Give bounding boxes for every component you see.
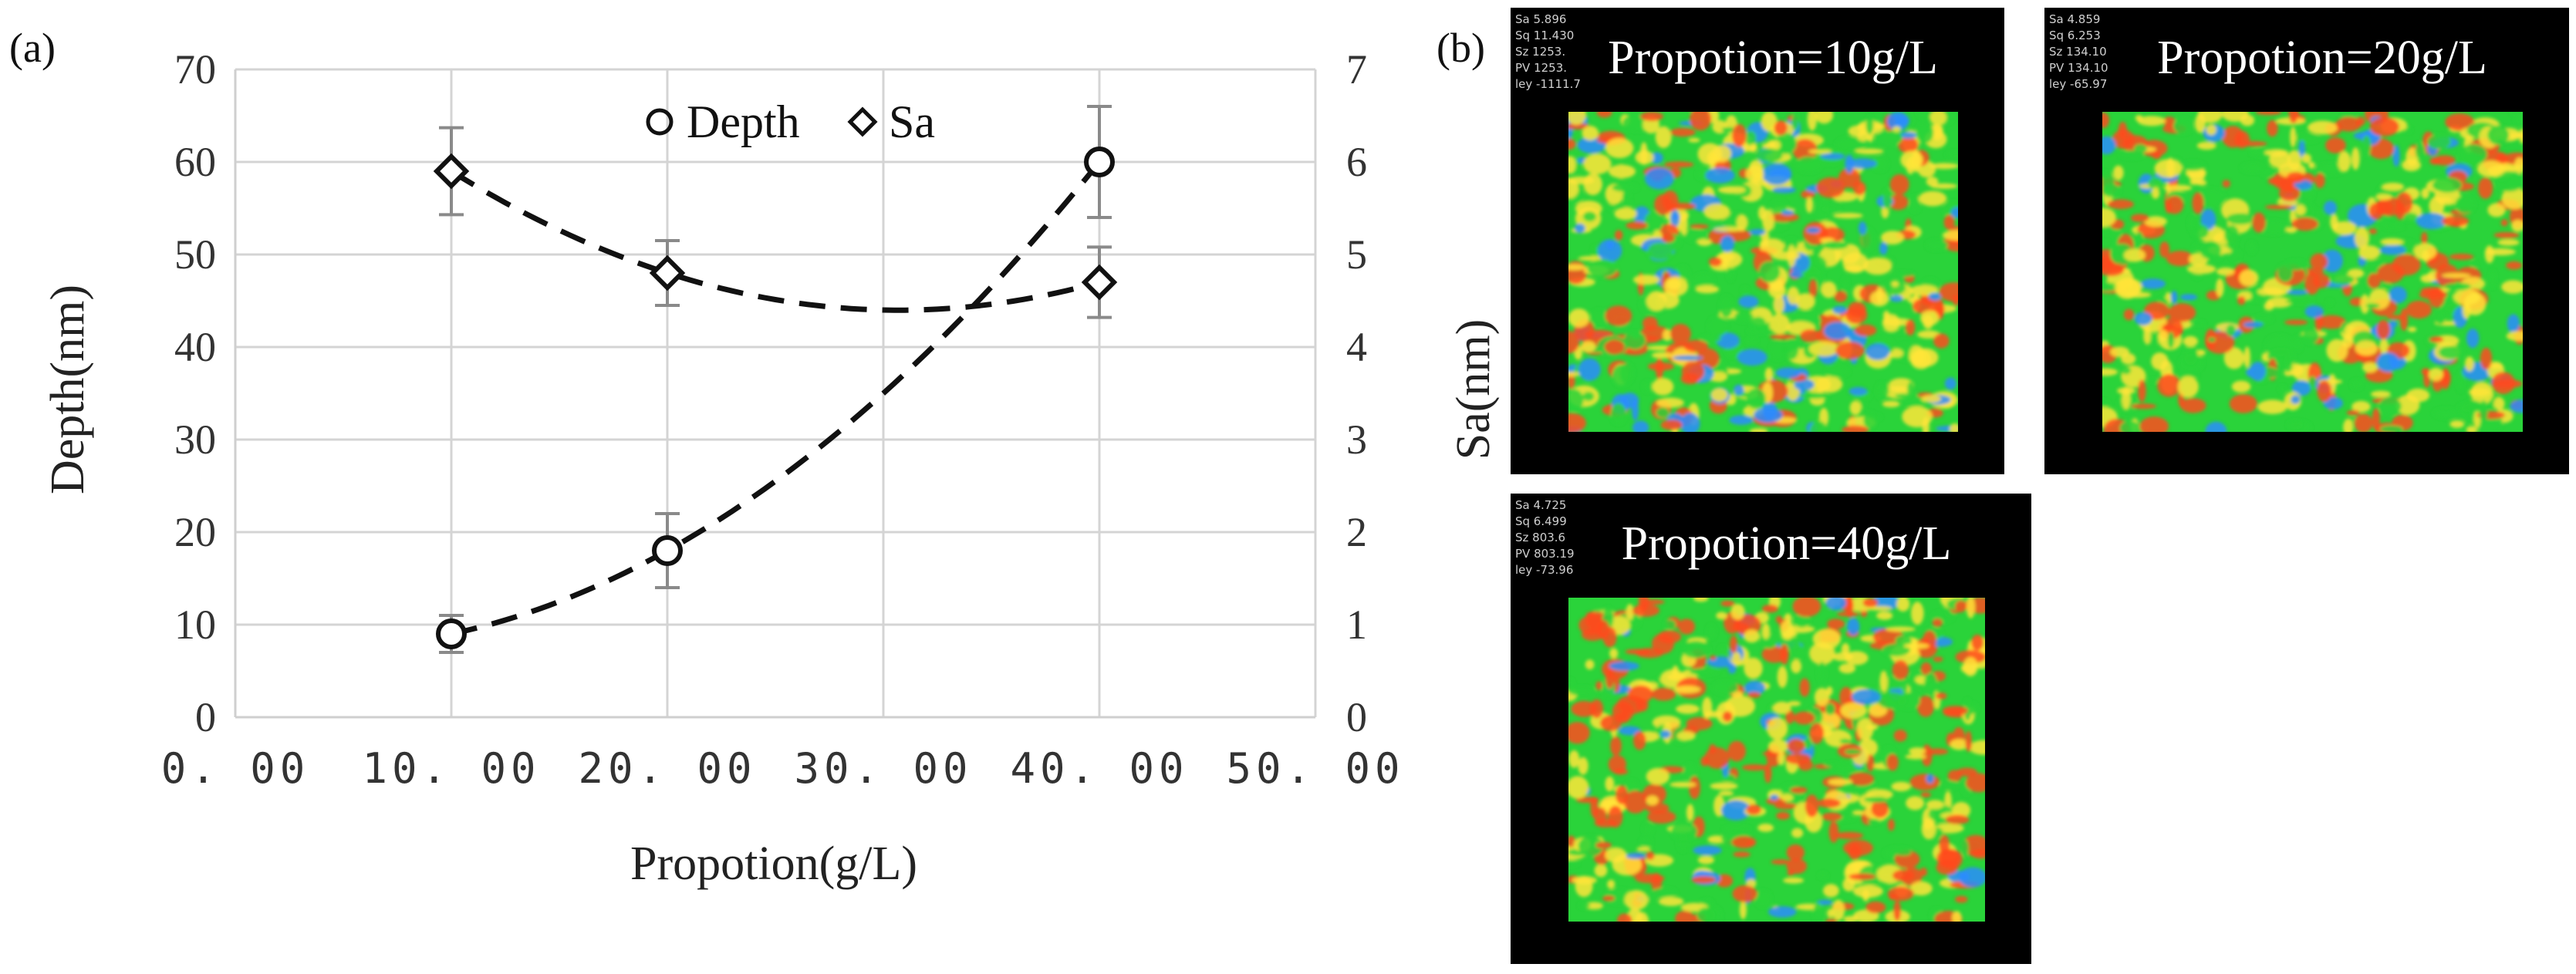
map-stat: PV 1253.	[1515, 61, 1567, 75]
x-tick-label: 0. 00	[161, 744, 310, 793]
height-map	[1568, 598, 1985, 922]
map-stat: Sz 134.10	[2049, 45, 2107, 59]
height-map	[2102, 112, 2523, 432]
chart-ticks: 0 10 20 30 40 50 60 70 0 1 2 3 4 5 6 7 0. 00 10. 00 20. 00…	[161, 46, 1404, 793]
point-depth	[436, 618, 467, 649]
legend: Depth Sa	[646, 96, 935, 147]
map-stat: Sa 5.896	[1515, 12, 1566, 26]
surface-map-panel: Propotion=40g/L Sa 4.725 Sq 6.499 Sz 803.6 P…	[1511, 494, 2031, 964]
map-stat: Sq 6.253	[2049, 29, 2101, 42]
surface-maps: Propotion=10g/L Sa 5.896 Sq 11.430 Sz 1253.…	[1511, 8, 2569, 964]
map-stat: Sz 1253.	[1515, 45, 1565, 59]
x-tick-label: 10. 00	[362, 744, 540, 793]
x-tick-label: 30. 00	[794, 744, 972, 793]
error-bars	[439, 105, 1112, 654]
point-depth	[1084, 147, 1115, 177]
y-tick-label-right: 2	[1346, 509, 1367, 555]
y-tick-label-left: 0	[195, 694, 216, 740]
map-stat: Sa 4.859	[2049, 12, 2100, 26]
y-tick-label-right: 4	[1346, 324, 1367, 370]
point-depth	[652, 535, 683, 566]
legend-sa-marker	[847, 106, 878, 137]
point-sa	[433, 153, 470, 190]
y-axis-label-left: Depth(nm)	[42, 285, 94, 494]
map-title: Propotion=20g/L	[2157, 32, 2487, 84]
y-tick-label-right: 0	[1346, 694, 1367, 740]
x-tick-label: 20. 00	[578, 744, 756, 793]
legend-depth-label: Depth	[687, 96, 800, 147]
trend-line-depth	[451, 160, 1102, 637]
map-title: Propotion=40g/L	[1622, 517, 1952, 570]
map-stat: Sq 6.499	[1515, 514, 1567, 528]
map-stat: Sa 4.725	[1515, 498, 1566, 512]
y-tick-label-left: 50	[174, 231, 216, 278]
legend-depth-marker	[646, 108, 674, 136]
y-tick-label-right: 3	[1346, 416, 1367, 463]
x-axis-label: Propotion(g/L)	[630, 838, 917, 890]
y-tick-label-left: 60	[174, 139, 216, 185]
map-stat: ley -1111.7	[1515, 77, 1581, 91]
trend-lines	[450, 160, 1102, 637]
y-tick-label-left: 30	[174, 416, 216, 463]
map-stat: ley -73.96	[1515, 563, 1573, 577]
y-tick-label-right: 5	[1346, 231, 1367, 278]
height-map	[1568, 112, 1958, 432]
panel-a-label: (a)	[9, 25, 56, 71]
surface-map-panel: Propotion=20g/L Sa 4.859 Sq 6.253 Sz 134.10…	[2044, 8, 2569, 474]
trend-line-sa	[450, 169, 1100, 313]
legend-sa-label: Sa	[889, 96, 935, 147]
surface-map-panel: Propotion=10g/L Sa 5.896 Sq 11.430 Sz 1253.…	[1511, 8, 2004, 474]
y-axis-label-right: Sa(nm)	[1447, 319, 1500, 460]
map-stat: PV 803.19	[1515, 547, 1575, 561]
x-tick-label: 40. 00	[1010, 744, 1188, 793]
y-tick-label-left: 70	[174, 46, 216, 93]
map-title: Propotion=10g/L	[1608, 32, 1938, 84]
point-sa	[1081, 264, 1118, 301]
map-stat: ley -65.97	[2049, 77, 2107, 91]
y-tick-label-left: 40	[174, 324, 216, 370]
data-markers	[433, 147, 1118, 649]
depth-sa-chart: 0 10 20 30 40 50 60 70 0 1 2 3 4 5 6 7 0. 00 10. 00 20. 00…	[42, 46, 1500, 890]
map-stat: PV 134.10	[2049, 61, 2108, 75]
y-tick-label-left: 10	[174, 602, 216, 648]
y-tick-label-right: 1	[1346, 602, 1367, 648]
y-tick-label-right: 6	[1346, 139, 1367, 185]
x-tick-label: 50. 00	[1226, 744, 1404, 793]
map-stat: Sq 11.430	[1515, 29, 1574, 42]
map-stat: Sz 803.6	[1515, 531, 1565, 544]
panel-b-label: (b)	[1437, 25, 1485, 71]
chart-grid	[234, 68, 1317, 717]
y-tick-label-left: 20	[174, 509, 216, 555]
y-tick-label-right: 7	[1346, 46, 1367, 93]
chart-axes	[234, 69, 1315, 719]
point-sa	[649, 254, 686, 292]
